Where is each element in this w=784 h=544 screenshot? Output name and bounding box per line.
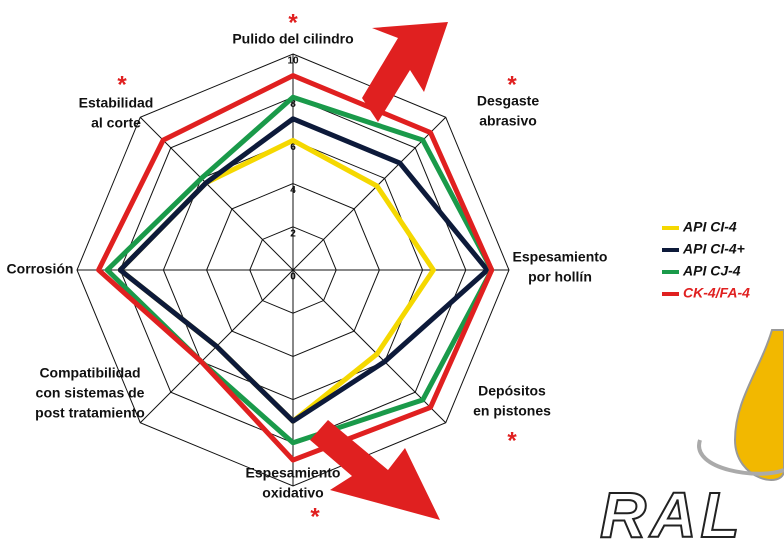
- axis-label: Depósitos: [478, 383, 546, 399]
- arrow-down: [310, 420, 440, 520]
- axis-label: Pulido del cilindro: [232, 31, 353, 47]
- spoke: [292, 116, 447, 271]
- legend-label: API CI-4+: [682, 241, 745, 257]
- axis-label: Estabilidad: [79, 95, 154, 111]
- axis-marker: *: [310, 503, 320, 530]
- axis-label: post tratamiento: [35, 405, 145, 421]
- axis-label: oxidativo: [262, 485, 323, 501]
- axis-marker: *: [507, 427, 517, 454]
- series-line: [96, 73, 495, 463]
- axis-label: por hollín: [528, 269, 592, 285]
- swoosh: [697, 439, 784, 476]
- spoke: [139, 116, 294, 271]
- tick-label: 6: [290, 142, 296, 153]
- legend-label: API CI-4: [682, 219, 737, 235]
- tick-label: 10: [287, 56, 299, 67]
- axis-label: abrasivo: [479, 113, 537, 129]
- axis-marker: *: [117, 71, 127, 98]
- axis-label: al corte: [91, 115, 141, 131]
- legend-label: API CJ-4: [682, 263, 741, 279]
- axis-label: Corrosión: [7, 261, 74, 277]
- axis-label: con sistemas de: [36, 385, 145, 401]
- axis-label: Espesamiento: [513, 249, 608, 265]
- tick-label: 0: [290, 272, 296, 283]
- axis-marker: *: [507, 71, 517, 98]
- series-line: [117, 116, 490, 424]
- axis-label: Desgaste: [477, 93, 539, 109]
- tick-label: 2: [290, 228, 296, 239]
- axis-label: en pistones: [473, 403, 551, 419]
- axis-label: Compatibilidad: [39, 365, 140, 381]
- legend-label: CK-4/FA-4: [683, 285, 750, 301]
- axis-marker: *: [288, 9, 298, 36]
- axis-label: Espesamiento: [246, 465, 341, 481]
- arrow-up: [362, 22, 448, 122]
- spoke: [292, 269, 447, 424]
- series-line: [104, 94, 495, 446]
- tick-label: 4: [290, 185, 296, 196]
- brand-logo: RAL: [600, 479, 744, 544]
- oil-drop: [733, 329, 784, 481]
- tick-label: 8: [290, 99, 296, 110]
